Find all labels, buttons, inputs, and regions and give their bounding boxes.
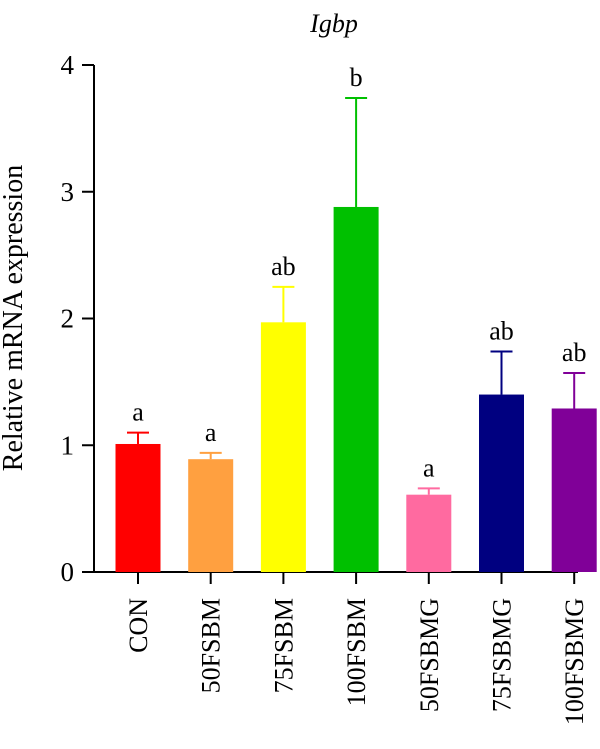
- x-tick-label: CON: [124, 598, 153, 653]
- bar-CON: [115, 443, 161, 572]
- significance-label: ab: [271, 252, 296, 281]
- y-tick-label: 3: [61, 177, 75, 207]
- x-tick-label: 100FSBM: [342, 598, 371, 706]
- significance-label: b: [350, 63, 363, 92]
- bar-100FSBMG: [551, 408, 597, 572]
- significance-label: a: [205, 418, 217, 447]
- bar-75FSBM: [260, 322, 306, 572]
- significance-label: ab: [489, 316, 514, 345]
- significance-label: ab: [562, 338, 587, 367]
- bar-50FSBM: [188, 459, 234, 572]
- x-tick-label: 75FSBMG: [488, 598, 517, 712]
- significance-label: a: [132, 398, 144, 427]
- x-tick-label: 75FSBM: [269, 598, 298, 693]
- y-axis-label: Relative mRNA expression: [0, 165, 29, 471]
- x-tick-label: 100FSBMG: [560, 598, 589, 725]
- y-tick-label: 4: [61, 50, 75, 80]
- y-tick-label: 1: [61, 430, 75, 460]
- y-tick-label: 2: [61, 304, 75, 334]
- chart-title: Igbp: [309, 9, 358, 38]
- x-tick-label: 50FSBM: [197, 598, 226, 693]
- x-tick-label: 50FSBMG: [415, 598, 444, 712]
- bar-75FSBMG: [479, 394, 524, 572]
- significance-label: a: [423, 453, 435, 482]
- bar-50FSBMG: [406, 494, 452, 572]
- x-tick-labels: CON 50FSBM 75FSBM 100FSBM 50FSBMG 75FSBMG 100F…: [124, 572, 589, 725]
- bars-group: a a ab b a ab ab: [115, 63, 597, 572]
- bar-100FSBM: [333, 206, 379, 572]
- y-tick-label: 0: [61, 557, 75, 587]
